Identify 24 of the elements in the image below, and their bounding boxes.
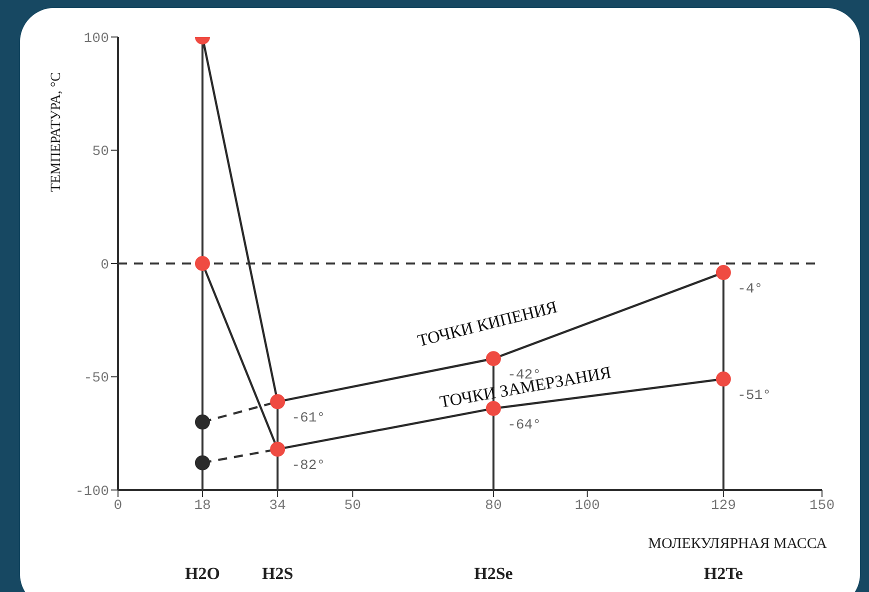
x-axis-title: МОЛЕКУЛЯРНАЯ МАССА: [648, 536, 828, 552]
y-tick-label: 100: [84, 30, 109, 47]
y-tick-label: -100: [75, 484, 109, 500]
y-tick-label: 0: [100, 257, 109, 274]
x-tick-label: 80: [485, 498, 502, 514]
data-label: -4°: [737, 282, 763, 298]
data-label: -82°: [292, 458, 326, 474]
y-tick-label: 50: [92, 144, 109, 160]
x-tick-label: 34: [269, 498, 286, 514]
x-tick-label: 150: [809, 498, 835, 514]
y-tick-label: -50: [84, 370, 109, 387]
y-axis-title: ТЕМПЕРАТУРА, °C: [49, 72, 64, 192]
data-label: -61°: [292, 410, 326, 427]
text: H2O: [185, 564, 220, 583]
x-tick-label: 50: [344, 498, 362, 514]
text: H2Te: [704, 564, 744, 583]
x-tick-label: 18: [194, 498, 211, 514]
x-tick-label: 129: [710, 498, 736, 514]
x-tick-label: 0: [114, 498, 122, 514]
text: H2S: [262, 564, 294, 583]
x-tick-label: 100: [574, 498, 600, 514]
data-label: -51°: [737, 388, 772, 404]
text: H2Se: [474, 564, 514, 583]
data-label: -64°: [507, 417, 542, 434]
